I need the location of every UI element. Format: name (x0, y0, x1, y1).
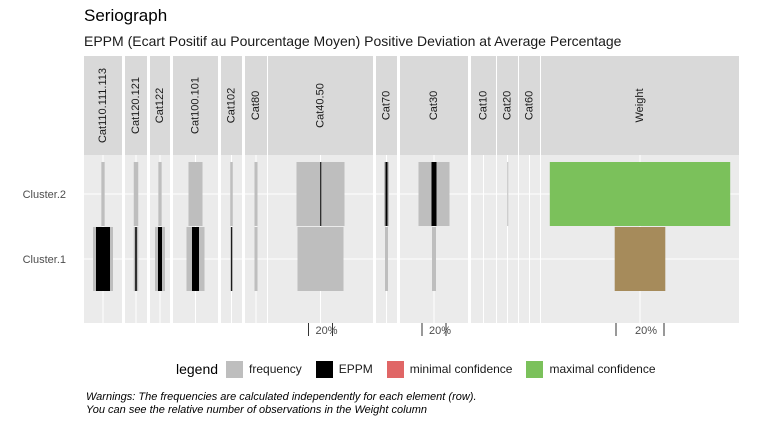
warning-line-2: You can see the relative number of obser… (86, 404, 427, 416)
strip-cat110-111-113 (84, 56, 122, 155)
strip-label-cat60: Cat60 (524, 91, 536, 120)
row-label-cluster-1: Cluster.1 (23, 254, 66, 266)
strip-label-cat30: Cat30 (428, 91, 440, 120)
strip-cat80 (245, 56, 267, 155)
eppm-bar-cat100-101-cluster-1 (192, 227, 199, 291)
weight-bar-cluster-2 (549, 162, 731, 226)
frequency-bar-cat80-cluster-2 (254, 162, 258, 226)
strip-label-cat20: Cat20 (502, 91, 514, 120)
strip-cat102 (221, 56, 242, 155)
scale-label-cat30: 20% (429, 325, 451, 337)
strip-cat10 (471, 56, 496, 155)
strip-cat70 (376, 56, 397, 155)
strip-label-cat80: Cat80 (250, 91, 262, 120)
chart-subtitle: EPPM (Ecart Positif au Pourcentage Moyen… (84, 33, 622, 49)
strip-label-cat120-121: Cat120.121 (130, 77, 142, 134)
legend-item-frequency: frequency (226, 360, 302, 378)
frequency-bar-cat110-111-113-cluster-2 (101, 162, 105, 226)
strip-label-cat10: Cat10 (478, 91, 490, 120)
strip-cat60 (519, 56, 540, 155)
frequency-bar-cat20-cluster-2 (507, 162, 509, 226)
strip-cat30 (400, 56, 468, 155)
frequency-bar-cat122-cluster-2 (158, 162, 162, 226)
row-label-cluster-2: Cluster.2 (23, 189, 66, 201)
strip-label-cat40-50: Cat40.50 (315, 83, 327, 128)
legend-title: legend (176, 361, 219, 377)
warning-line-1: Warnings: The frequencies are calculated… (86, 391, 477, 403)
strip-label-cat70: Cat70 (381, 91, 393, 120)
frequency-bar-cat120-121-cluster-2 (133, 162, 139, 226)
eppm-bar-cat30-cluster-2 (431, 162, 437, 226)
legend: legend frequency EPPM minimal confidence… (176, 360, 670, 378)
legend-key-eppm (315, 360, 333, 378)
frequency-bar-cat30-cluster-1 (432, 227, 436, 291)
legend-item-maximal-confidence: maximal confidence (526, 360, 656, 378)
legend-key-minimal-confidence (386, 360, 404, 378)
legend-key-maximal-confidence (526, 360, 544, 378)
strip-cat20 (497, 56, 518, 155)
strip-cat122 (150, 56, 170, 155)
eppm-bar-cat122-cluster-1 (158, 227, 162, 291)
strip-label-cat110-111-113: Cat110.111.113 (97, 68, 109, 143)
legend-item-minimal-confidence: minimal confidence (386, 360, 513, 378)
legend-key-frequency (226, 360, 244, 378)
legend-label-frequency: frequency (249, 362, 302, 376)
frequency-bar-cat70-cluster-1 (385, 227, 388, 291)
strip-cat40-50 (268, 56, 373, 155)
legend-label-eppm: EPPM (338, 362, 373, 376)
weight-bar-cluster-1 (614, 227, 666, 291)
legend-label-maximal-confidence: maximal confidence (549, 362, 656, 376)
strip-cat120-121 (125, 56, 147, 155)
scale-label-cat40-50: 20% (315, 325, 337, 337)
frequency-bar-cat40-50-cluster-1 (297, 227, 344, 291)
frequency-bar-cat100-101-cluster-2 (188, 162, 203, 226)
eppm-bar-cat102-cluster-1 (231, 227, 233, 291)
scale-label-weight: 20% (635, 325, 657, 337)
eppm-bar-cat110-111-113-cluster-1 (96, 227, 110, 291)
legend-label-minimal-confidence: minimal confidence (409, 362, 513, 376)
strip-cat100-101 (173, 56, 218, 155)
frequency-bar-cat102-cluster-2 (230, 162, 233, 226)
strip-weight (541, 56, 739, 155)
strip-label-cat122: Cat122 (154, 88, 166, 123)
chart-title: Seriograph (84, 6, 168, 25)
eppm-bar-cat120-121-cluster-1 (135, 227, 137, 291)
legend-item-eppm: EPPM (315, 360, 373, 378)
frequency-bar-cat80-cluster-1 (254, 227, 258, 291)
eppm-bar-cat70-cluster-2 (385, 162, 388, 226)
strip-label-cat100-101: Cat100.101 (190, 77, 202, 134)
eppm-bar-cat40-50-cluster-2 (320, 162, 322, 226)
warnings-note: Warnings: The frequencies are calculated… (86, 391, 477, 417)
strip-label-cat102: Cat102 (226, 88, 238, 123)
strip-label-weight: Weight (634, 88, 646, 122)
